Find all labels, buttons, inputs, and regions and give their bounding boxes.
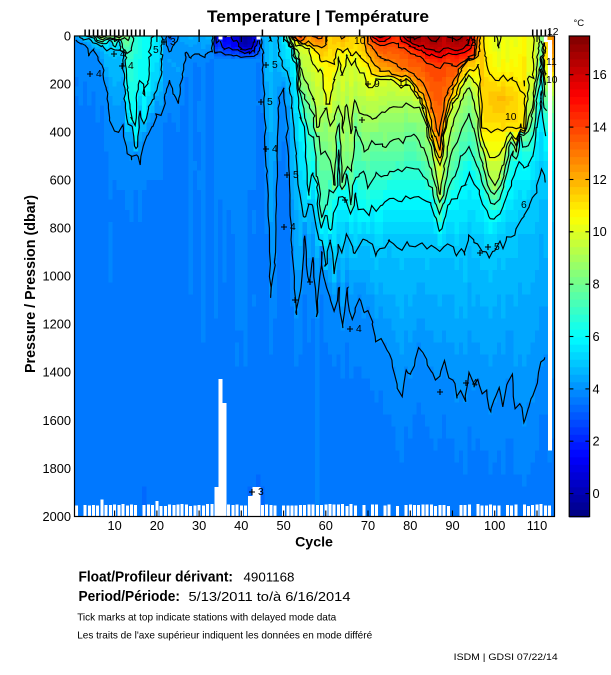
svg-text:4901168: 4901168	[244, 570, 295, 585]
svg-text:8: 8	[593, 277, 600, 292]
svg-text:3: 3	[170, 37, 176, 48]
svg-text:800: 800	[50, 221, 71, 236]
svg-text:11: 11	[398, 78, 409, 89]
svg-text:80: 80	[403, 518, 417, 533]
svg-text:20: 20	[150, 518, 164, 533]
svg-text:14: 14	[593, 120, 607, 135]
svg-text:600: 600	[50, 173, 71, 188]
svg-text:13: 13	[465, 38, 477, 49]
svg-text:Temperature | Température: Temperature | Température	[207, 8, 429, 26]
svg-text:90: 90	[445, 518, 459, 533]
svg-text:6: 6	[593, 329, 600, 344]
svg-text:4: 4	[356, 324, 362, 335]
svg-text:16: 16	[593, 67, 607, 82]
svg-text:40: 40	[234, 518, 248, 533]
svg-text:5: 5	[272, 60, 278, 71]
svg-text:60: 60	[319, 518, 333, 533]
svg-text:10: 10	[354, 36, 366, 47]
svg-text:110: 110	[527, 518, 547, 533]
svg-text:200: 200	[50, 77, 71, 92]
svg-text:ISDM | GDSI 07/22/14: ISDM | GDSI 07/22/14	[454, 652, 558, 663]
svg-text:12: 12	[547, 27, 559, 38]
svg-text:1000: 1000	[43, 269, 71, 284]
svg-text:2: 2	[593, 434, 600, 449]
svg-text:0: 0	[593, 486, 600, 501]
svg-text:4: 4	[120, 49, 126, 60]
svg-text:5: 5	[267, 97, 273, 108]
svg-text:Cycle: Cycle	[295, 535, 333, 551]
svg-text:5: 5	[494, 242, 500, 253]
svg-text:Les traits de l'axe supérieur: Les traits de l'axe supérieur indiquent …	[77, 630, 372, 641]
svg-text:Tick marks at top indicate sta: Tick marks at top indicate stations with…	[77, 613, 336, 624]
svg-text:5: 5	[153, 45, 159, 56]
svg-text:4: 4	[96, 69, 102, 80]
svg-text:1400: 1400	[43, 365, 71, 380]
svg-text:12: 12	[593, 172, 607, 187]
svg-text:30: 30	[192, 518, 206, 533]
svg-text:3: 3	[258, 487, 264, 498]
svg-text:70: 70	[361, 518, 375, 533]
svg-text:5: 5	[293, 170, 299, 181]
svg-text:4: 4	[472, 378, 478, 389]
svg-text:100: 100	[484, 518, 505, 533]
svg-text:Period/Période:: Period/Période:	[79, 589, 181, 605]
svg-text:400: 400	[50, 125, 71, 140]
svg-text:Float/Profileur dérivant:: Float/Profileur dérivant:	[79, 570, 234, 586]
svg-text:6: 6	[521, 200, 527, 211]
svg-text:10: 10	[593, 224, 607, 239]
svg-text:4: 4	[272, 144, 278, 155]
svg-text:°C: °C	[574, 18, 585, 29]
svg-text:4: 4	[290, 222, 296, 233]
svg-text:1600: 1600	[43, 413, 71, 428]
svg-text:10: 10	[505, 112, 517, 123]
svg-text:1200: 1200	[43, 317, 71, 332]
svg-text:2000: 2000	[43, 509, 71, 524]
svg-text:9: 9	[374, 79, 380, 90]
svg-text:11: 11	[546, 57, 557, 68]
svg-text:10: 10	[546, 75, 558, 86]
svg-text:5/13/2011 to/à 6/16/2014: 5/13/2011 to/à 6/16/2014	[189, 590, 351, 604]
svg-text:50: 50	[276, 518, 290, 533]
svg-text:1800: 1800	[43, 461, 71, 476]
svg-text:4: 4	[593, 381, 600, 396]
svg-text:0: 0	[64, 28, 71, 43]
svg-text:4: 4	[128, 61, 134, 72]
svg-text:Pressure / Pression (dbar): Pressure / Pression (dbar)	[23, 195, 39, 373]
svg-text:10: 10	[107, 518, 121, 533]
